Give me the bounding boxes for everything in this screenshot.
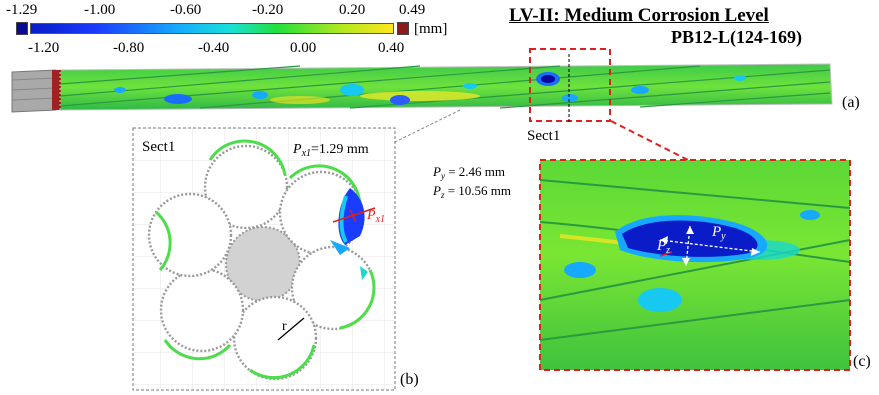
zoom-detail-panel [539,159,851,371]
measure-pz-label: Pz = 10.56 mm [432,183,511,200]
colorbar-bottom-label: 0.00 [290,40,317,56]
zoom-connector [610,120,689,161]
pz-marker: Pz [656,238,670,256]
panel-tag-a: (a) [842,94,860,111]
zoom-region-box [529,48,611,122]
measure-px1-marker: Px1 [366,208,385,225]
panel-tag-b: (b) [400,371,419,388]
section-label-b: Sect1 [142,139,175,155]
colorbar-max-swatch [397,22,409,35]
colorbar-gradient [30,23,394,34]
strand-scan [11,63,833,113]
colorbar-top-label: -0.20 [252,2,284,18]
colorbar-top-label: 0.20 [339,2,366,18]
specimen-label: PB12-L(124-169) [671,27,802,47]
colorbar-bottom-label: 0.40 [378,40,405,56]
measure-py-label: Py = 2.46 mm [432,164,505,181]
section-label-a: Sect1 [527,128,560,144]
cross-section-panel [132,127,396,391]
radius-label: r [282,319,287,334]
colorbar-unit: [mm] [414,21,448,37]
colorbar-top-label: -0.60 [170,2,202,18]
colorbar-top-label: -1.00 [84,2,116,18]
colorbar-min-swatch [16,22,28,35]
panel-tag-c: (c) [853,353,871,370]
py-marker: Py [711,224,726,242]
figure-title: LV-II: Medium Corrosion Level [509,5,769,26]
colorbar-bottom-label: -0.40 [198,40,230,56]
section-connector [394,109,461,143]
colorbar-bottom-label: -1.20 [28,40,60,56]
colorbar-top-label: 0.49 [399,2,426,18]
measure-px1-label: Px1=1.29 mm [292,142,369,159]
colorbar-top-label: -1.29 [6,2,38,18]
colorbar-bottom-label: -0.80 [113,40,145,56]
